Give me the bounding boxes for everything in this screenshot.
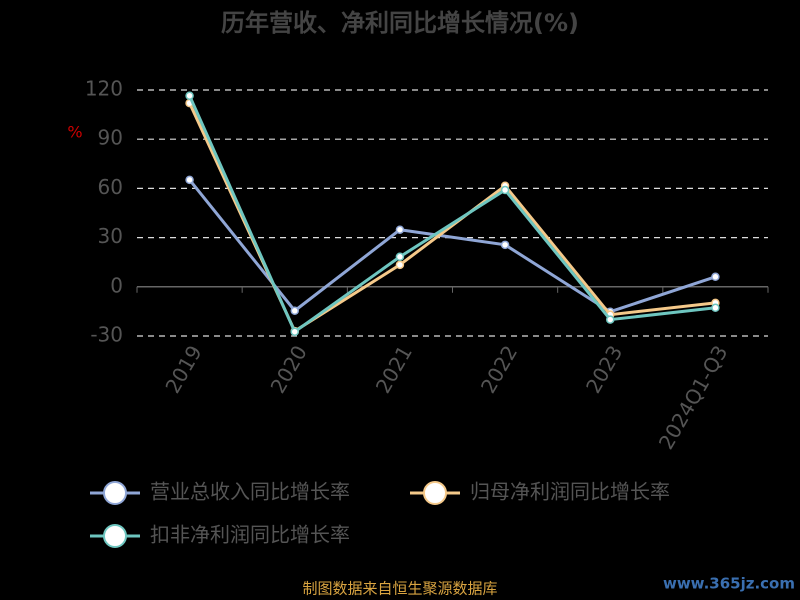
data-point: [395, 225, 405, 234]
data-point: [290, 327, 299, 336]
legend-marker: [423, 481, 447, 505]
data-point: [395, 252, 405, 262]
data-point: [290, 306, 299, 315]
watermark: www.365jz.com: [663, 575, 795, 593]
y-tick-label: 60: [98, 175, 123, 199]
legend-marker: [103, 481, 127, 505]
legend-label: 扣非净利润同比增长率: [150, 523, 350, 547]
y-tick-label: -30: [90, 323, 123, 347]
y-tick-label: 0: [110, 273, 123, 297]
y-tick-label: 120: [85, 77, 123, 101]
chart-title: 历年营收、净利同比增长情况(%): [221, 9, 579, 37]
y-axis-label: %: [67, 123, 82, 142]
data-point: [395, 260, 405, 270]
data-point: [500, 185, 510, 195]
source-note: 制图数据来自恒生聚源数据库: [302, 580, 497, 598]
y-tick-label: 30: [98, 224, 123, 248]
data-point: [711, 272, 720, 282]
legend-label: 归母净利润同比增长率: [470, 480, 670, 504]
legend-label: 营业总收入同比增长率: [150, 480, 350, 504]
y-tick-label: 90: [98, 126, 123, 150]
data-point: [185, 91, 194, 100]
data-point: [606, 315, 615, 324]
data-point: [185, 175, 194, 185]
series-line: [188, 95, 716, 335]
legend-marker: [103, 524, 127, 548]
data-point: [500, 240, 510, 250]
data-point: [711, 303, 720, 313]
